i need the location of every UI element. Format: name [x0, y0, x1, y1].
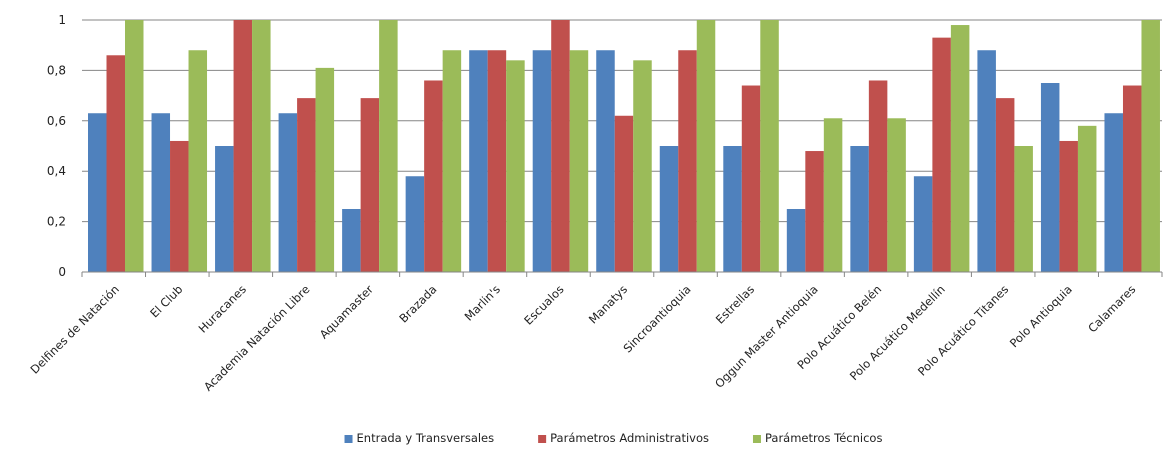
- legend-swatch: [538, 435, 547, 443]
- legend-item: Entrada y Transversales: [344, 431, 495, 445]
- bar: [1104, 113, 1123, 273]
- y-tick-label: 0,8: [47, 63, 66, 77]
- category-label: Delfines de Natación: [27, 282, 121, 376]
- bar: [252, 20, 271, 272]
- bar: [297, 98, 316, 273]
- bar: [360, 98, 380, 273]
- bar: [614, 115, 634, 272]
- legend-item: Parámetros Administrativos: [538, 431, 709, 445]
- category-label: Academia Natación Libre: [201, 282, 312, 393]
- bar: [106, 55, 125, 272]
- bar: [868, 80, 888, 272]
- bar: [170, 140, 189, 272]
- bar: [1040, 83, 1060, 272]
- category-label: Huracanes: [196, 282, 249, 335]
- axes: [81, 271, 1163, 277]
- bar: [151, 113, 171, 273]
- category-label: Polo Antioquia: [1007, 282, 1075, 350]
- category-label: Estrellas: [713, 282, 757, 326]
- bar: [850, 146, 869, 272]
- category-label: Marlin's: [462, 282, 503, 323]
- bar: [932, 37, 951, 272]
- bar: [887, 118, 906, 272]
- bars: [88, 20, 1160, 273]
- legend-swatch: [752, 435, 761, 443]
- bar: [823, 118, 843, 272]
- bar: [188, 50, 208, 272]
- category-label: Brazada: [396, 282, 439, 325]
- y-tick-label: 1: [58, 13, 66, 27]
- y-tick-label: 0,4: [47, 164, 66, 178]
- bar: [315, 67, 335, 272]
- legend-swatch: [344, 435, 353, 443]
- bar: [805, 151, 824, 272]
- bar: [379, 20, 398, 272]
- bar: [469, 50, 488, 272]
- bar: [278, 113, 298, 273]
- bar: [125, 20, 144, 272]
- bar: [723, 146, 742, 272]
- y-tick-label: 0,6: [47, 114, 66, 128]
- category-label: El Club: [147, 282, 185, 320]
- bar: [760, 20, 779, 272]
- bar: [487, 50, 507, 272]
- bar: [424, 80, 443, 272]
- bar: [659, 146, 679, 272]
- bar: [1014, 146, 1033, 272]
- bar: [342, 209, 361, 272]
- y-tick-label: 0,2: [47, 215, 66, 229]
- bar: [977, 50, 996, 272]
- bar: [551, 20, 570, 272]
- bar: [596, 50, 615, 272]
- category-label: Escualos: [521, 282, 566, 327]
- bar: [633, 60, 652, 272]
- bar: [678, 50, 697, 272]
- bar: [215, 146, 234, 272]
- y-tick-labels: 0 0,2 0,4 0,6 0,8 1: [47, 13, 66, 279]
- bar: [1122, 85, 1142, 273]
- bar: [786, 209, 806, 272]
- bar: [995, 98, 1015, 273]
- category-label: Aquamaster: [317, 282, 376, 341]
- category-label: Sincroantioquia: [620, 282, 693, 355]
- bar: [741, 85, 761, 273]
- legend-item: Parámetros Técnicos: [752, 431, 883, 445]
- bar: [532, 50, 552, 272]
- bar: [405, 176, 425, 272]
- legend-label: Parámetros Técnicos: [765, 431, 883, 445]
- bar: [88, 113, 107, 273]
- bar: [1141, 20, 1160, 272]
- bar: [442, 50, 462, 272]
- category-label: Calamares: [1085, 282, 1138, 335]
- legend: Entrada y Transversales Parámetros Admini…: [344, 431, 883, 445]
- category-labels: Delfines de Natación El Club HuracanesAcad…: [27, 282, 1138, 394]
- bar: [569, 50, 589, 272]
- bar: [913, 176, 933, 272]
- bar: [1059, 140, 1078, 272]
- legend-label: Parámetros Administrativos: [550, 431, 709, 445]
- bar: [696, 20, 716, 272]
- category-label: Oggun Master Antioquia: [712, 282, 821, 391]
- category-label: Manatys: [586, 282, 630, 326]
- y-tick-label: 0: [58, 265, 66, 279]
- bar: [950, 25, 970, 273]
- legend-label: Entrada y Transversales: [357, 431, 495, 445]
- bar: [506, 60, 525, 272]
- bar: [1077, 125, 1097, 272]
- bar: [233, 20, 253, 272]
